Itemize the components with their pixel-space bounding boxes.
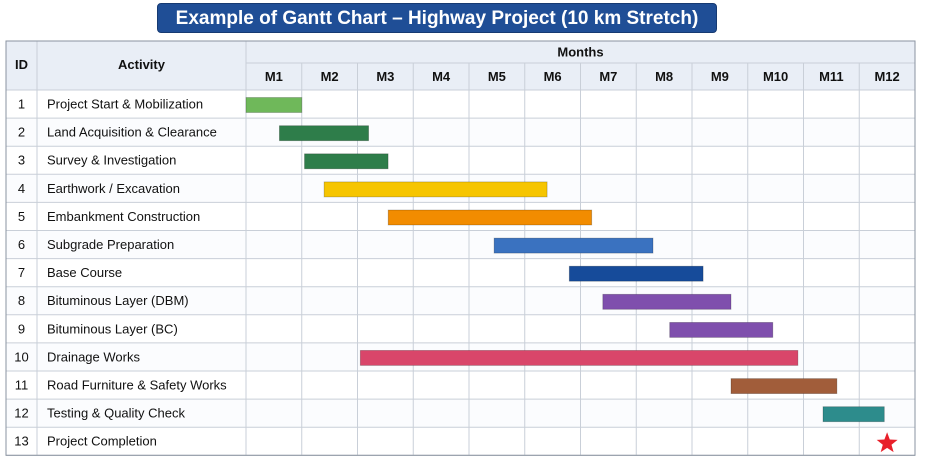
month-label-m3: M3	[376, 69, 394, 84]
task-name: Drainage Works	[47, 349, 140, 364]
task-id: 1	[18, 96, 25, 111]
task-name: Bituminous Layer (DBM)	[47, 293, 189, 308]
task-id: 13	[14, 434, 28, 449]
task-bar-10	[359, 349, 799, 366]
month-label-m4: M4	[432, 69, 451, 84]
task-id: 2	[18, 125, 25, 140]
month-label-m6: M6	[544, 69, 562, 84]
month-label-m2: M2	[321, 69, 339, 84]
task-bar-7	[568, 265, 704, 282]
task-bar-4	[323, 181, 548, 198]
milestone-star-icon	[876, 432, 898, 453]
task-name: Embankment Construction	[47, 209, 200, 224]
task-bar-2	[278, 125, 369, 142]
task-id: 11	[15, 377, 29, 392]
task-bar-8	[602, 293, 732, 310]
row-background	[6, 146, 915, 175]
task-bar-1	[245, 97, 303, 113]
task-bar-5	[387, 209, 593, 226]
chart-title: Example of Gantt Chart – Highway Project…	[157, 3, 717, 33]
month-label-m11: M11	[819, 69, 844, 84]
task-name: Bituminous Layer (BC)	[47, 321, 178, 336]
task-name: Land Acquisition & Clearance	[47, 125, 217, 140]
row-background	[6, 399, 915, 428]
task-bar-12	[822, 406, 885, 423]
task-id: 7	[18, 265, 25, 280]
month-label-m5: M5	[488, 69, 506, 84]
task-name: Subgrade Preparation	[47, 237, 174, 252]
row-background	[6, 90, 915, 119]
table-border	[5, 40, 916, 456]
task-name: Project Completion	[47, 434, 157, 449]
task-bar-6	[493, 237, 654, 254]
month-label-m12: M12	[874, 69, 899, 84]
task-name: Base Course	[47, 265, 122, 280]
task-bar-9	[669, 321, 774, 338]
month-label-m7: M7	[599, 69, 617, 84]
months-group-header: Months	[557, 44, 603, 59]
task-id: 4	[18, 181, 25, 196]
task-id: 5	[18, 209, 25, 224]
task-bar-11	[730, 378, 838, 395]
month-label-m10: M10	[763, 69, 788, 84]
task-bar-3	[304, 153, 389, 170]
row-background	[6, 118, 915, 147]
task-name: Testing & Quality Check	[47, 406, 186, 421]
month-label-m8: M8	[655, 69, 673, 84]
task-id: 12	[14, 406, 28, 421]
task-id: 6	[18, 237, 25, 252]
task-name: Earthwork / Excavation	[47, 181, 180, 196]
month-label-m1: M1	[265, 69, 283, 84]
task-name: Project Start & Mobilization	[47, 96, 203, 111]
header-background	[6, 41, 915, 90]
task-name: Road Furniture & Safety Works	[47, 377, 227, 392]
activity-column-header: Activity	[118, 57, 166, 72]
month-label-m9: M9	[711, 69, 729, 84]
task-name: Survey & Investigation	[47, 153, 176, 168]
id-column-header: ID	[15, 57, 28, 72]
row-background	[6, 427, 915, 456]
row-background	[6, 258, 915, 287]
task-id: 3	[18, 153, 25, 168]
task-id: 10	[14, 349, 28, 364]
task-id: 8	[18, 293, 25, 308]
task-id: 9	[18, 321, 25, 336]
row-background	[6, 286, 915, 315]
row-background	[6, 230, 915, 259]
